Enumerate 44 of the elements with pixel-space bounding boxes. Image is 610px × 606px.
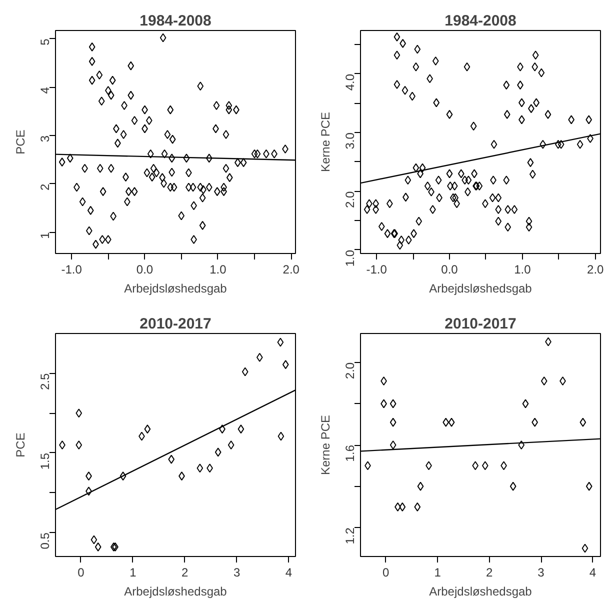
x-tick-label: 1 [130, 566, 137, 580]
chart-title: 1984-2008 [444, 12, 516, 30]
y-axis-title: Kerne PCE [318, 112, 332, 172]
y-tick-label: 1.2 [343, 527, 357, 544]
chart-title: 1984-2008 [140, 12, 212, 30]
y-axis-title: PCE [14, 432, 28, 458]
x-axis-title: Arbejdsløshedsgab [429, 584, 532, 598]
x-tick-label: -1.0 [61, 262, 82, 276]
x-tick-label: 2 [486, 566, 493, 580]
chart-title: 2010-2017 [140, 316, 212, 332]
y-tick-label: 4 [38, 86, 52, 94]
y-tick-label: 0.5 [38, 532, 52, 550]
x-tick-label: 4 [285, 566, 292, 580]
y-tick-label: 3.0 [343, 132, 357, 150]
x-tick-label: 0 [78, 566, 85, 580]
x-tick-label: 1.0 [210, 262, 227, 276]
y-axis-title: Kerne PCE [318, 414, 332, 476]
x-tick-label: 0 [382, 566, 390, 580]
x-tick-label: 2.0 [282, 262, 300, 276]
x-tick-label: -1.0 [366, 262, 388, 276]
y-tick-label: 1 [38, 232, 52, 239]
y-axis-title: PCE [14, 130, 28, 154]
x-axis-title: Arbejdsløshedsgab [124, 282, 228, 296]
x-tick-label: 2 [182, 566, 189, 580]
y-tick-label: 2.0 [343, 362, 357, 380]
y-tick-label: 3 [38, 135, 52, 142]
y-tick-label: 5 [38, 38, 52, 46]
y-tick-label: 2.0 [343, 190, 357, 208]
x-axis-title: Arbejdsløshedsgab [429, 282, 532, 296]
x-tick-label: 0.0 [136, 262, 154, 276]
x-tick-label: 0.0 [441, 262, 458, 276]
y-tick-label: 1.5 [38, 452, 52, 470]
x-tick-label: 4 [589, 566, 596, 580]
y-tick-label: 1.6 [343, 444, 357, 462]
x-tick-label: 3 [233, 566, 240, 580]
x-tick-label: 1 [434, 566, 442, 580]
y-tick-label: 2 [38, 184, 52, 191]
x-tick-label: 1.0 [514, 262, 532, 276]
y-tick-label: 2.5 [38, 372, 52, 390]
x-tick-label: 3 [538, 566, 545, 580]
y-tick-label: 4.0 [343, 74, 357, 91]
x-tick-label: 2.0 [587, 262, 604, 276]
x-axis-title: Arbejdsløshedsgab [124, 584, 228, 598]
chart-title: 2010-2017 [444, 316, 516, 332]
